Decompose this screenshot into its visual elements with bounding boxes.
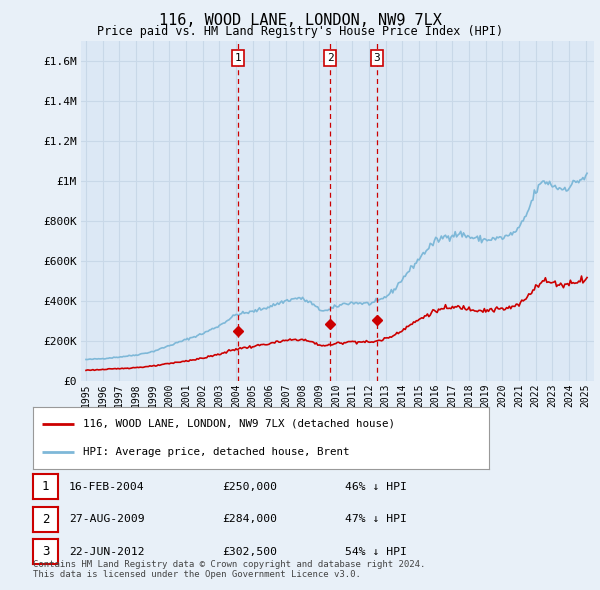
Text: 116, WOOD LANE, LONDON, NW9 7LX (detached house): 116, WOOD LANE, LONDON, NW9 7LX (detache… xyxy=(83,419,395,429)
Text: 47% ↓ HPI: 47% ↓ HPI xyxy=(345,514,407,524)
Text: 27-AUG-2009: 27-AUG-2009 xyxy=(69,514,145,524)
Text: HPI: Average price, detached house, Brent: HPI: Average price, detached house, Bren… xyxy=(83,447,350,457)
Text: £284,000: £284,000 xyxy=(222,514,277,524)
Text: 1: 1 xyxy=(235,53,241,63)
Text: £302,500: £302,500 xyxy=(222,547,277,556)
Text: 3: 3 xyxy=(42,545,49,558)
Text: 46% ↓ HPI: 46% ↓ HPI xyxy=(345,482,407,491)
Text: 54% ↓ HPI: 54% ↓ HPI xyxy=(345,547,407,556)
Text: 1: 1 xyxy=(42,480,49,493)
Text: 22-JUN-2012: 22-JUN-2012 xyxy=(69,547,145,556)
Text: 2: 2 xyxy=(42,513,49,526)
Text: 3: 3 xyxy=(374,53,380,63)
Text: 116, WOOD LANE, LONDON, NW9 7LX: 116, WOOD LANE, LONDON, NW9 7LX xyxy=(158,13,442,28)
Text: £250,000: £250,000 xyxy=(222,482,277,491)
Text: 2: 2 xyxy=(326,53,334,63)
Text: Price paid vs. HM Land Registry's House Price Index (HPI): Price paid vs. HM Land Registry's House … xyxy=(97,25,503,38)
Text: 16-FEB-2004: 16-FEB-2004 xyxy=(69,482,145,491)
Text: Contains HM Land Registry data © Crown copyright and database right 2024.
This d: Contains HM Land Registry data © Crown c… xyxy=(33,560,425,579)
